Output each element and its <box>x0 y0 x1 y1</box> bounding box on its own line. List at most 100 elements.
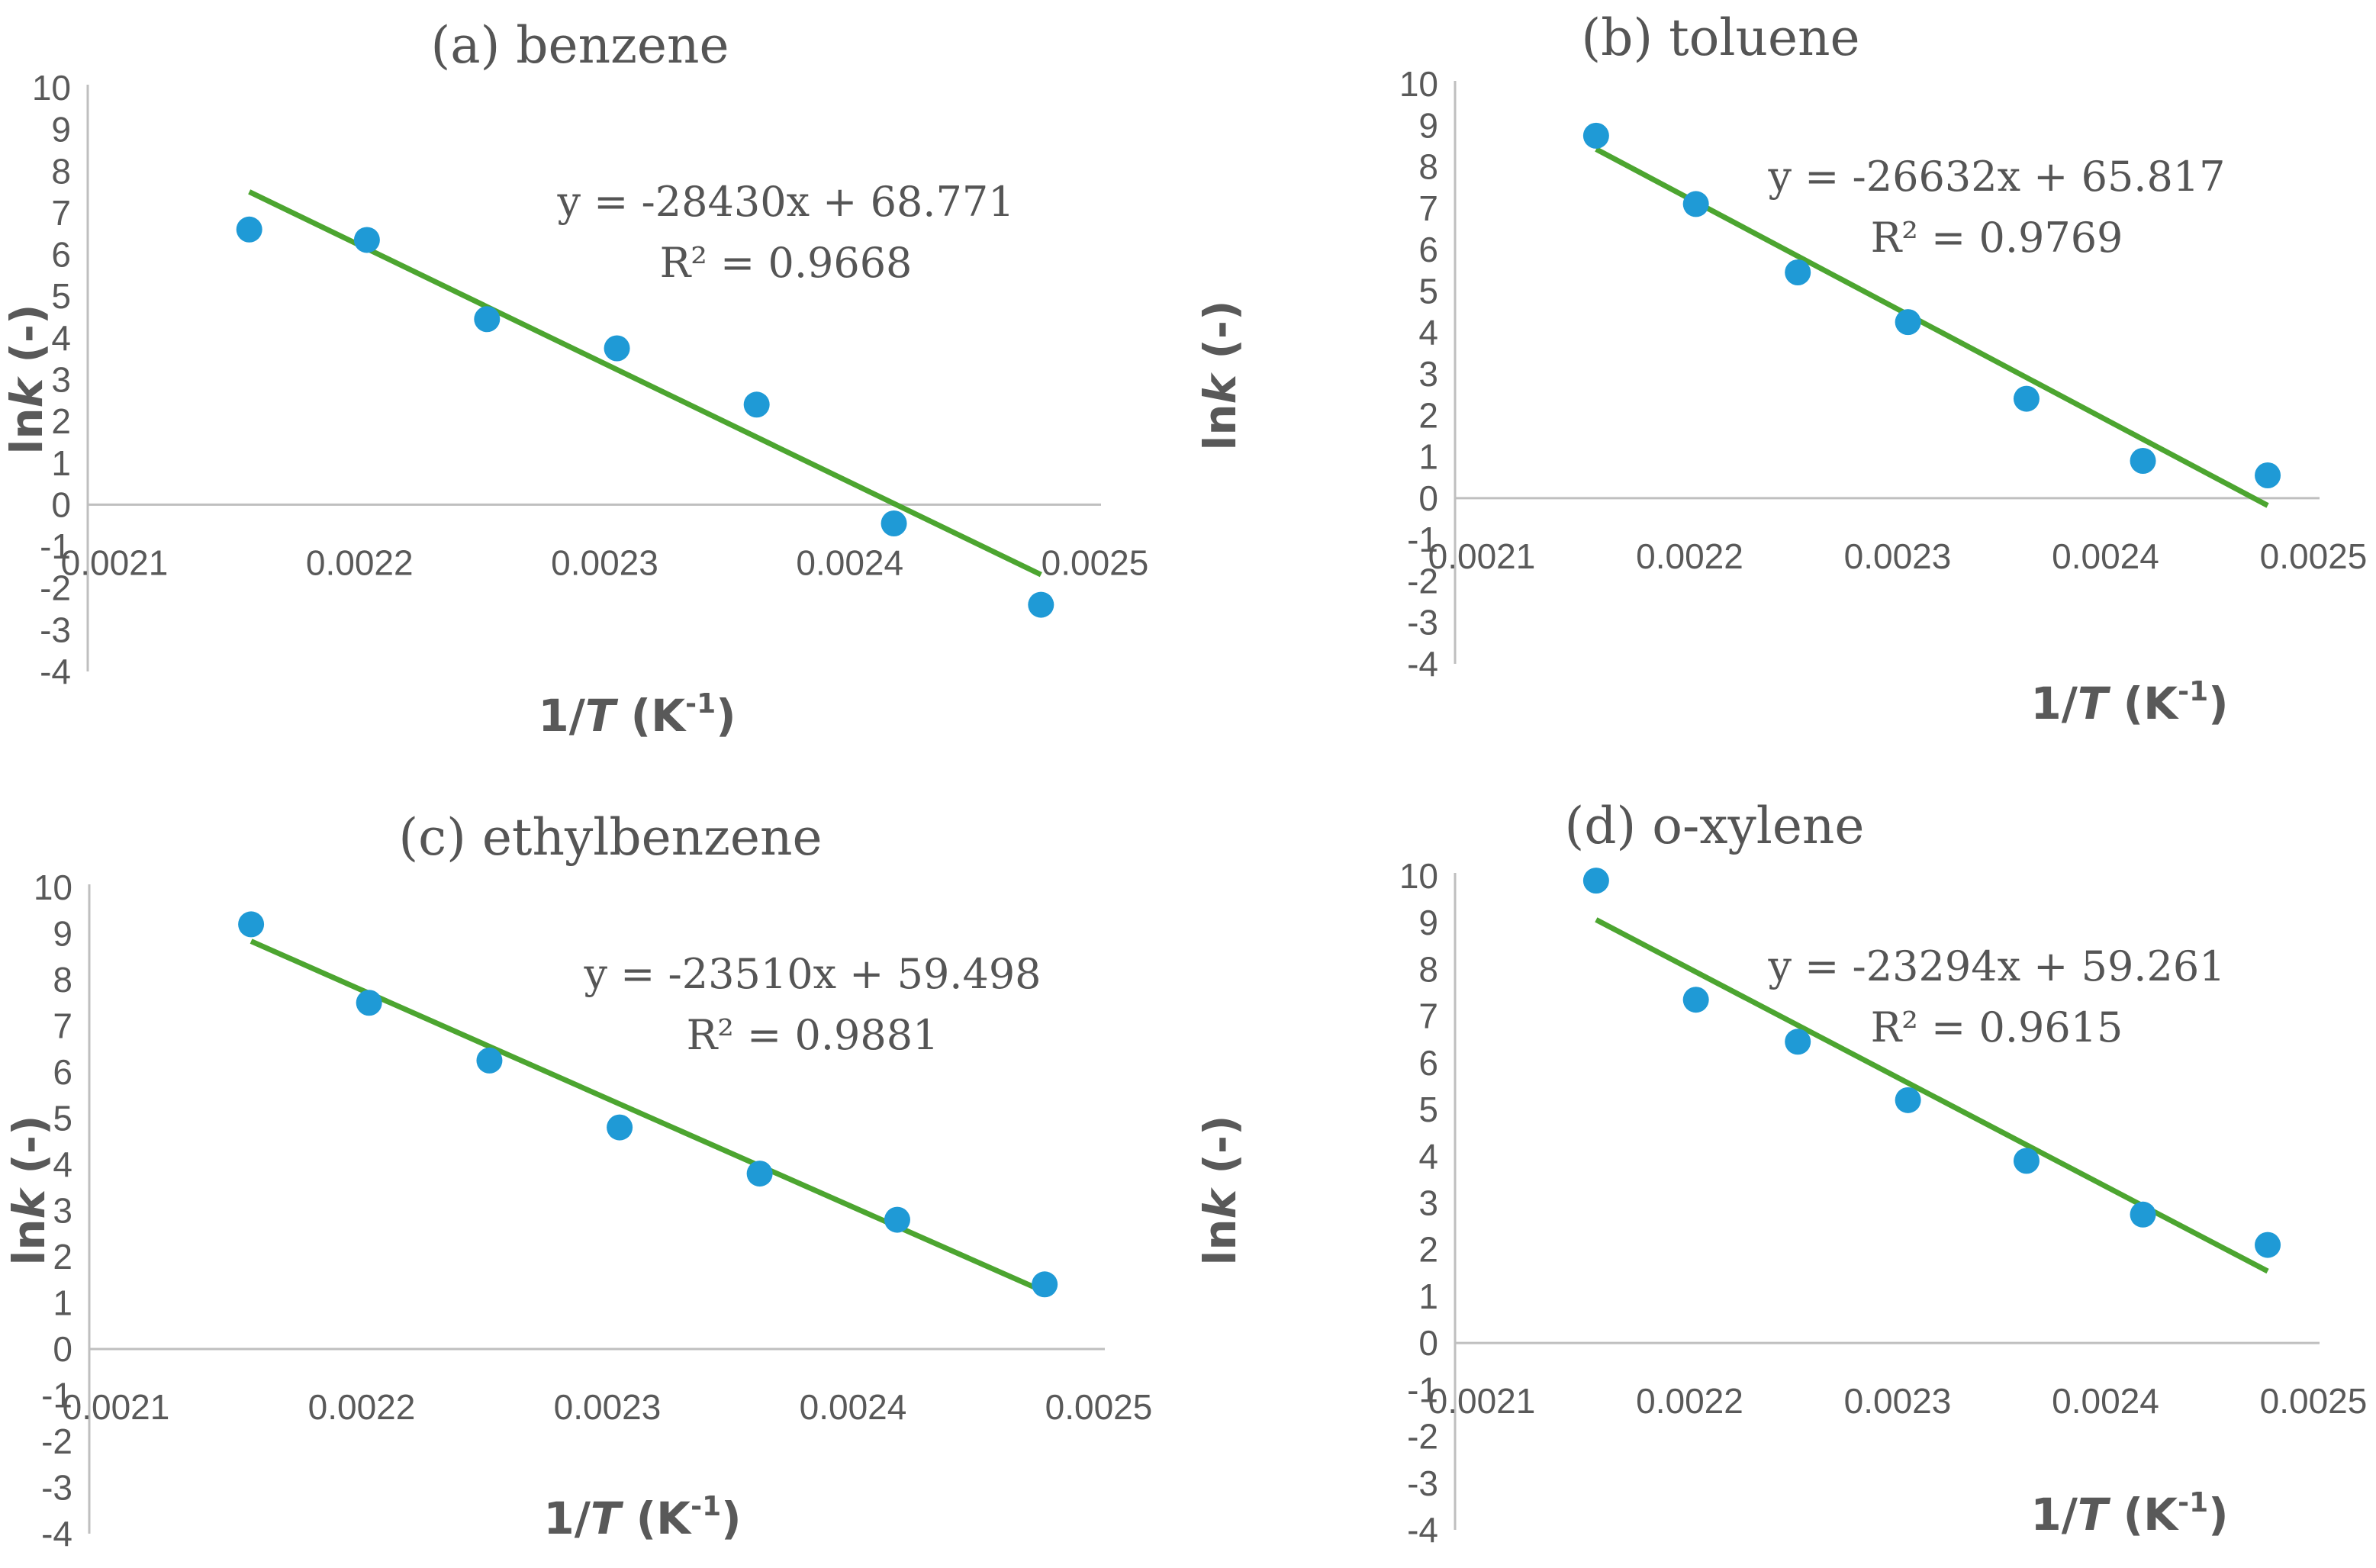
trendline-equation: y = -28430x + 68.771 <box>556 178 1014 226</box>
y-tick-label: 6 <box>51 235 71 275</box>
x-tick-label: 0.0023 <box>1844 1381 1952 1421</box>
r-squared: R² = 0.9881 <box>687 1011 939 1059</box>
chart-title: (c) ethylbenzene <box>398 808 822 867</box>
x-tick-label: 0.0021 <box>1428 1381 1536 1421</box>
data-point <box>607 1114 633 1141</box>
x-tick-label: 0.0022 <box>306 543 414 582</box>
r-squared: R² = 0.9769 <box>1871 214 2123 262</box>
chart-d: (d) o-xylene -4 -3 -2 -1 0 1 2 3 4 5 6 7 8 9 10 0.0021 0.… <box>1194 797 2367 1550</box>
x-tick-label: 0.0023 <box>1844 536 1952 576</box>
y-tick-label: 8 <box>53 960 72 1000</box>
data-point <box>356 990 382 1016</box>
y-tick-label: -2 <box>1407 561 1438 600</box>
y-tick-label: 3 <box>1418 1183 1438 1223</box>
data-point <box>884 1206 910 1233</box>
y-tick-label: 3 <box>53 1191 72 1231</box>
x-tick-label: 0.0023 <box>551 543 658 582</box>
data-point <box>353 227 380 253</box>
y-tick-label: 0 <box>1418 478 1438 518</box>
y-tick-label: 6 <box>53 1052 72 1092</box>
x-axis-label: 1/T (K-1) <box>543 1491 741 1544</box>
y-tick-label: 1 <box>1418 1277 1438 1316</box>
x-axis-label: 1/T (K-1) <box>2030 676 2228 729</box>
data-point <box>1895 309 1921 336</box>
x-tick-label: 0.0023 <box>554 1387 662 1427</box>
trendline-equation: y = -23294x + 59.261 <box>1767 942 2225 990</box>
y-tick-label: 3 <box>51 360 71 400</box>
x-tick-label: 0.0021 <box>61 543 169 582</box>
y-tick-label: 10 <box>1399 856 1438 896</box>
chart-title: (b) toluene <box>1581 8 1859 67</box>
data-point <box>743 391 770 418</box>
y-tick-label: 9 <box>1418 105 1438 145</box>
y-axis-label: lnk (-) <box>1194 300 1246 450</box>
y-tick-label: 7 <box>1418 997 1438 1036</box>
y-tick-label: 1 <box>1418 437 1438 477</box>
data-point <box>1032 1271 1058 1298</box>
y-tick-label: 8 <box>1418 949 1438 989</box>
y-tick-label: 3 <box>1418 354 1438 394</box>
y-tick-label: 7 <box>1418 188 1438 228</box>
chart-panel-d: (d) o-xylene -4 -3 -2 -1 0 1 2 3 4 5 6 7 8 9 10 0.0021 0.… <box>1188 786 2376 1568</box>
x-tick-label: 0.0025 <box>2260 536 2368 576</box>
y-tick-label: -3 <box>1407 1463 1438 1503</box>
data-point <box>1582 122 1609 149</box>
y-tick-label: -4 <box>1407 1510 1438 1550</box>
trendline <box>248 189 1042 578</box>
y-tick-label: 10 <box>1399 64 1438 104</box>
y-tick-label: 9 <box>1418 903 1438 942</box>
y-tick-label: -1 <box>1407 1370 1438 1409</box>
y-tick-label: 4 <box>53 1145 72 1184</box>
r-squared: R² = 0.9615 <box>1871 1003 2123 1051</box>
y-tick-label: 9 <box>53 914 72 954</box>
x-axis-label: 1/T (K-1) <box>2030 1487 2228 1541</box>
x-tick-label: 0.0022 <box>1636 1381 1743 1421</box>
trendline <box>250 939 1046 1295</box>
y-tick-label: 8 <box>1418 147 1438 187</box>
y-tick-label: 1 <box>51 443 71 483</box>
y-tick-label: -2 <box>40 568 71 608</box>
y-tick-label: 2 <box>51 401 71 441</box>
chart-c: (c) ethylbenzene -4 -3 -2 -1 0 1 2 3 4 5 6 7 8 9 10 0.00… <box>3 808 1153 1554</box>
data-point <box>1682 987 1709 1013</box>
data-point <box>2130 1201 2156 1228</box>
x-tick-label: 0.0025 <box>1042 543 1149 582</box>
data-point <box>2013 385 2040 412</box>
data-point <box>238 911 265 938</box>
r-squared: R² = 0.9668 <box>660 239 913 287</box>
y-tick-label: -1 <box>41 1376 72 1415</box>
trendline-equation: y = -26632x + 65.817 <box>1767 153 2225 201</box>
y-tick-label: -4 <box>41 1514 72 1554</box>
data-point <box>1682 191 1709 217</box>
chart-title: (d) o-xylene <box>1564 797 1864 855</box>
data-point <box>881 510 907 537</box>
data-point <box>474 306 501 333</box>
data-point <box>2255 462 2281 488</box>
data-point <box>1028 591 1054 618</box>
y-tick-label: -2 <box>1407 1417 1438 1457</box>
chart-panel-a: (a) benzene -4 -3 -2 -1 0 1 2 3 4 5 6 7 8 9 10 0.0021 0.0… <box>0 0 1188 786</box>
data-point <box>236 216 262 243</box>
y-tick-label: -3 <box>1407 603 1438 642</box>
y-tick-label: -4 <box>40 652 71 691</box>
y-tick-label: 2 <box>1418 1230 1438 1270</box>
y-tick-label: 4 <box>1418 1136 1438 1176</box>
x-tick-label: 0.0024 <box>800 1387 907 1427</box>
y-tick-label: 2 <box>53 1237 72 1277</box>
y-tick-label: 1 <box>53 1283 72 1323</box>
data-point <box>604 335 630 362</box>
y-tick-label: 7 <box>51 193 71 233</box>
x-tick-label: 0.0025 <box>1045 1387 1153 1427</box>
trendline-equation: y = -23510x + 59.498 <box>583 950 1041 998</box>
y-tick-label: -1 <box>40 526 71 566</box>
data-point <box>1582 868 1609 894</box>
chart-panel-b: (b) toluene -4 -3 -2 -1 0 1 2 3 4 5 6 7 8 9 10 0.0021 0.0… <box>1188 0 2376 786</box>
y-tick-label: -3 <box>40 610 71 649</box>
y-tick-label: 7 <box>53 1006 72 1046</box>
y-tick-label: 5 <box>51 276 71 316</box>
y-tick-label: -2 <box>41 1422 72 1461</box>
y-tick-label: 5 <box>53 1099 72 1138</box>
data-point <box>1895 1087 1921 1113</box>
y-tick-label: -1 <box>1407 520 1438 559</box>
y-tick-label: 0 <box>51 485 71 524</box>
